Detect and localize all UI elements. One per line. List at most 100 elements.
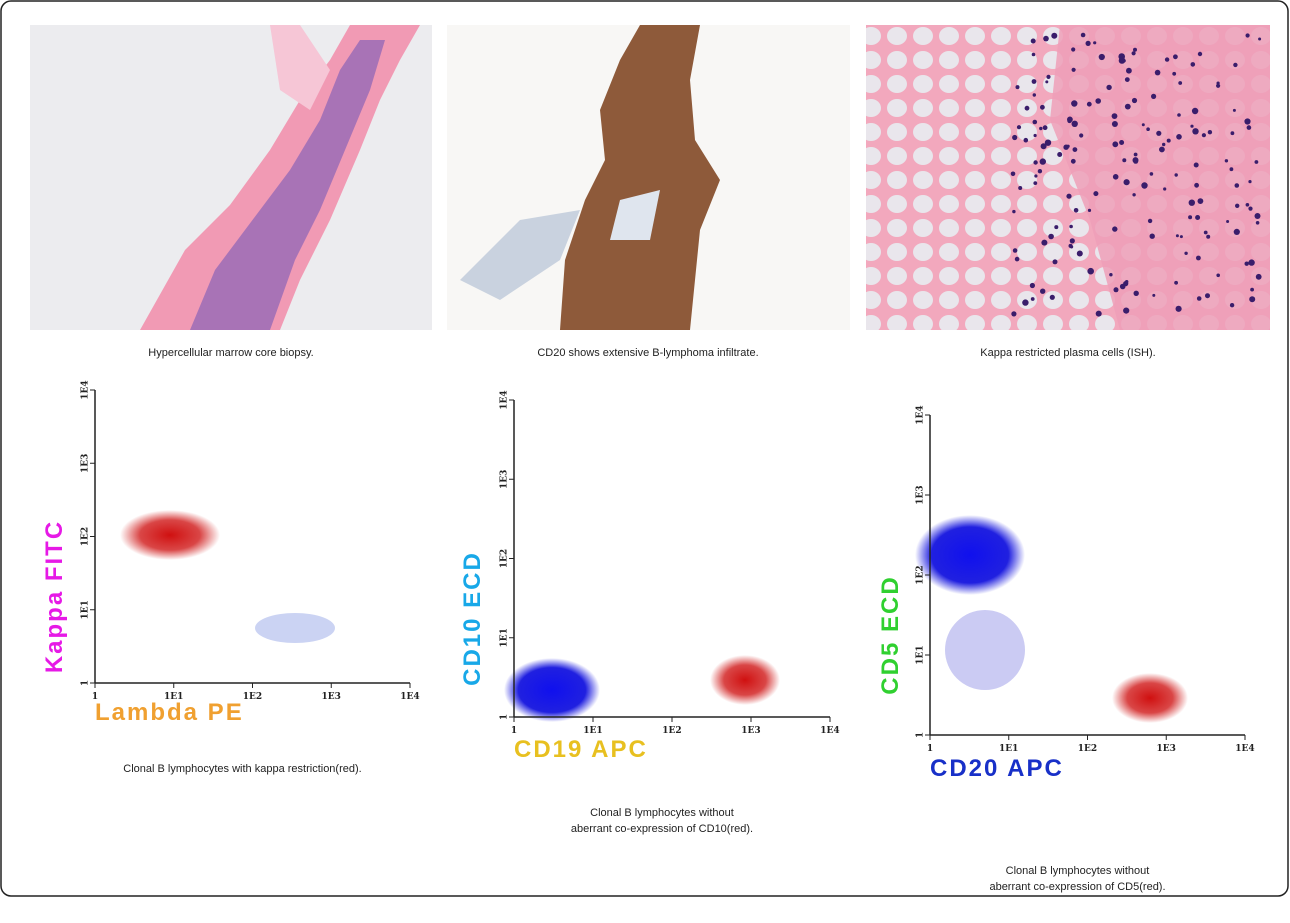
- image-caption: Hypercellular marrow core biopsy.: [148, 347, 313, 359]
- y-tick-label: 1E2: [500, 549, 510, 568]
- stained-cell: [1033, 120, 1038, 125]
- y-tick-label: 1E3: [916, 485, 926, 504]
- stained-cell: [1079, 133, 1083, 137]
- stained-cell: [1134, 153, 1138, 157]
- stained-cell: [1050, 295, 1055, 300]
- stained-cell: [1195, 215, 1200, 220]
- stained-cell: [1198, 198, 1204, 204]
- image-caption: Kappa restricted plasma cells (ISH).: [980, 347, 1155, 359]
- stained-cell: [1054, 225, 1058, 229]
- stained-cell: [1247, 125, 1252, 130]
- stained-cell: [1178, 81, 1182, 85]
- stained-cell: [1077, 251, 1083, 257]
- stained-cell: [1071, 47, 1075, 51]
- stained-cell: [1175, 173, 1178, 176]
- stained-cell: [1086, 41, 1091, 46]
- micrograph-ish: [866, 25, 1270, 330]
- stained-cell: [1230, 167, 1234, 171]
- y-tick-label: 1E3: [81, 454, 91, 473]
- stained-cell: [1099, 54, 1105, 60]
- y-tick-label: 1E2: [81, 527, 91, 546]
- stained-cell: [1074, 208, 1079, 213]
- stained-cell: [1189, 200, 1195, 206]
- stained-cell: [1045, 80, 1048, 83]
- stained-cell: [1163, 187, 1166, 190]
- stained-cell: [1142, 123, 1145, 126]
- stained-cell: [1032, 79, 1037, 84]
- stained-cell: [1132, 51, 1136, 55]
- stained-cell: [1235, 204, 1239, 208]
- stained-cell: [1226, 220, 1229, 223]
- stained-cell: [1197, 296, 1202, 301]
- stained-cell: [1093, 191, 1098, 196]
- x-tick-label: 1E3: [1157, 744, 1176, 754]
- stained-cell: [1125, 280, 1128, 283]
- stained-cell: [1109, 273, 1112, 276]
- stained-cell: [1176, 234, 1179, 237]
- y-tick-label: 1: [81, 680, 91, 686]
- stained-cell: [1040, 105, 1045, 110]
- stained-cell: [1150, 234, 1155, 239]
- stained-cell: [1051, 33, 1057, 39]
- plot-caption: Clonal B lymphocytes without: [1006, 865, 1150, 877]
- stained-cell: [1087, 268, 1094, 275]
- stained-cell: [1033, 181, 1037, 185]
- stained-cell: [1012, 135, 1017, 140]
- stained-cell: [1230, 303, 1234, 307]
- stained-cell: [1165, 57, 1169, 61]
- stained-cell: [1017, 125, 1021, 129]
- stained-cell: [1022, 299, 1028, 305]
- stained-cell: [1106, 85, 1111, 90]
- stained-cell: [1216, 274, 1220, 278]
- x-tick-label: 1E1: [583, 726, 602, 736]
- stained-cell: [1255, 213, 1261, 219]
- x-tick-label: 1E3: [741, 726, 760, 736]
- stained-cell: [1133, 159, 1138, 164]
- stained-cell: [1225, 159, 1228, 162]
- stained-cell: [1167, 139, 1171, 143]
- x-axis-label: CD19 APC: [514, 736, 648, 763]
- plot-caption: Clonal B lymphocytes without: [590, 807, 734, 819]
- stained-cell: [1233, 63, 1237, 67]
- stained-cell: [1040, 289, 1045, 294]
- x-tick-label: 1: [511, 726, 517, 736]
- stained-cell: [1095, 98, 1101, 104]
- stained-cell: [1141, 182, 1147, 188]
- stained-cell: [1048, 234, 1054, 240]
- stained-cell: [1112, 121, 1118, 127]
- stained-cell: [1180, 235, 1183, 238]
- stained-cell: [1256, 221, 1260, 225]
- y-tick-label: 1E4: [81, 380, 91, 399]
- stained-cell: [1013, 248, 1018, 253]
- stained-cell: [1040, 158, 1046, 164]
- x-tick-label: 1E2: [1078, 744, 1097, 754]
- y-axis-label-part: Kappa: [41, 590, 68, 673]
- stained-cell: [1231, 131, 1235, 135]
- y-axis-label: CD10 ECD: [459, 551, 486, 686]
- stained-cell: [1184, 252, 1187, 255]
- stained-cell: [1244, 118, 1250, 124]
- x-axis-label: Lambda PE: [95, 699, 244, 726]
- stained-cell: [1073, 147, 1078, 152]
- y-axis-label-part: CD10: [459, 616, 486, 685]
- stained-cell: [1172, 72, 1176, 76]
- stained-cell: [1246, 203, 1250, 207]
- stained-cell: [1204, 231, 1208, 235]
- stained-cell: [1155, 70, 1161, 76]
- stained-cell: [1067, 119, 1071, 123]
- stained-cell: [1096, 311, 1102, 317]
- stained-cell: [1118, 53, 1125, 60]
- stained-cell: [1233, 109, 1236, 112]
- y-tick-label: 1E1: [916, 645, 926, 664]
- stained-cell: [1148, 219, 1152, 223]
- stained-cell: [1043, 125, 1048, 130]
- stained-cell: [1011, 172, 1016, 177]
- stained-cell: [1067, 145, 1070, 148]
- stained-cell: [1202, 133, 1206, 137]
- stained-cell: [1066, 194, 1071, 199]
- stained-cell: [1093, 41, 1096, 44]
- stained-cell: [1030, 283, 1035, 288]
- x-tick-label: 1E3: [322, 692, 341, 702]
- stained-cell: [1025, 106, 1030, 111]
- stained-cell: [1069, 225, 1073, 229]
